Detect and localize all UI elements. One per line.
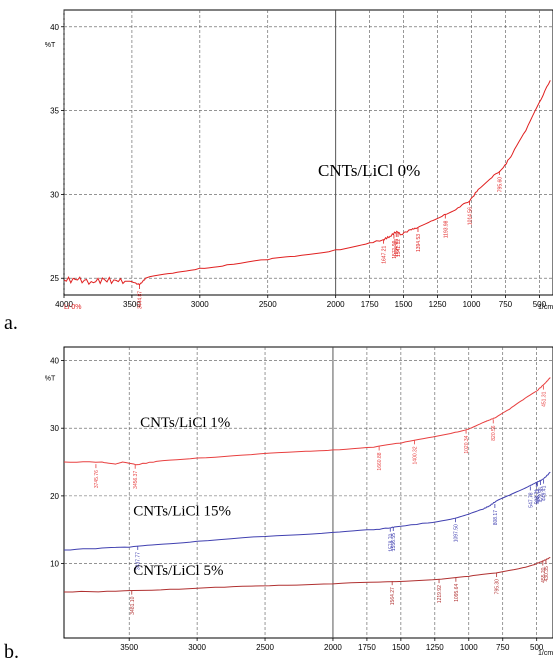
peak-label: 1564.27 [390,587,396,605]
peak-label: 1541.12 [396,239,402,257]
peak-label: 3456.37 [133,471,139,489]
x-tick-label: 750 [496,643,510,652]
x-tick-label: 750 [499,300,513,309]
series-line-3 [64,557,551,593]
peak-label: 449.41 [542,485,548,501]
peak-label: 820.56 [491,425,497,441]
peak-label: 1097.50 [454,524,460,542]
x-tick-label: 2000 [324,643,342,652]
peak-label: 1571.99 [392,240,398,258]
series-annotation: CNTs/LiCl 1% [140,415,230,431]
peak-label: 795.60 [497,177,503,193]
panel-a-chart: 4000 3500 3000 2500 2000 1750 1500 1250 1000 750 5… [4,9,553,334]
peak-label: 1556.55 [391,533,397,551]
x-tick-label: 1250 [429,300,447,309]
x-tick-label: 500 [530,643,544,652]
y-tick-label: 25 [50,274,59,283]
x-tick-label: 3000 [191,300,209,309]
x-tick-label: 3500 [123,300,141,309]
peak-label: 1095.64 [454,584,460,602]
peak-label: 547.78 [528,492,534,508]
y-tick-label: 10 [50,560,59,569]
x-tick-label: 1500 [395,300,413,309]
x-tick-label: 1500 [392,643,410,652]
x-tick-label: 2000 [327,300,345,309]
plot-frame [63,9,553,296]
peak-label: 430.35 [544,566,550,582]
peak-label: 795.30 [495,579,501,595]
x-tick-label: 1750 [361,300,379,309]
series-line-1 [64,80,551,286]
panel-b-chart: 3500 3000 2500 2000 1750 1500 1250 1000 750 500 10… [4,346,553,659]
x-tick-label: 4000 [55,300,73,309]
peak-label: 3745.76 [94,470,100,488]
series-annotation: CNTs/LiCl 15% [133,504,231,520]
x-tick-label: 1000 [460,643,478,652]
peak-label: 1193.98 [443,220,449,238]
x-tick-label: 2500 [256,643,274,652]
series-annotation: CNTs/LiCl 5% [133,563,223,579]
x-tick-label: 3000 [188,643,206,652]
peak-label: 495.71 [535,488,541,504]
x-tick-label: 1250 [426,643,444,652]
y-tick-label: 20 [50,492,59,501]
peak-label: 3481.10 [130,596,136,614]
peak-label: 3437.77 [136,552,142,570]
peak-label: 455.20 [541,567,547,583]
y-tick-label: 30 [50,190,59,199]
x-axis-unit: 1/cm [538,650,553,657]
peak-label: 1394.53 [416,234,422,252]
y-axis-label: %T [45,42,56,49]
x-tick-label: 500 [533,300,547,309]
panel-label: a. [4,312,18,334]
peak-label: 1578.70 [388,533,394,551]
x-tick-label: 1750 [358,643,376,652]
series-line-2 [64,471,551,551]
y-tick-label: 40 [50,23,59,32]
peak-label: 808.17 [493,510,499,526]
y-tick-label: 40 [50,357,59,366]
peak-label: 1400.32 [412,446,418,464]
x-tick-label: 2500 [259,300,277,309]
x-tick-label: 3500 [120,643,138,652]
peak-label: 1219.92 [437,585,443,603]
peak-label: 472.56 [539,487,545,503]
peak-label: 1647.21 [382,245,388,263]
peak-label: 1014.56 [468,207,474,225]
legend-entry: Li 0% [64,304,82,311]
panel-label: b. [4,641,19,659]
plot-frame [63,346,553,639]
peak-label: 1660.88 [377,452,383,470]
y-tick-label: 30 [50,424,59,433]
peak-label: 503.71 [534,489,540,505]
series-line-1 [64,377,551,466]
x-axis-unit: 1/cm [538,304,553,311]
x-tick-label: 1000 [463,300,481,309]
y-axis-label: %T [45,376,56,383]
peak-label: 451.31 [541,391,547,407]
y-tick-label: 35 [50,107,59,116]
peak-label: 3444.87 [138,291,144,309]
peak-label: 1554.63 [394,239,400,257]
peak-label: 1020.34 [464,435,470,453]
series-annotation: CNTs/LiCl 0% [318,161,420,180]
